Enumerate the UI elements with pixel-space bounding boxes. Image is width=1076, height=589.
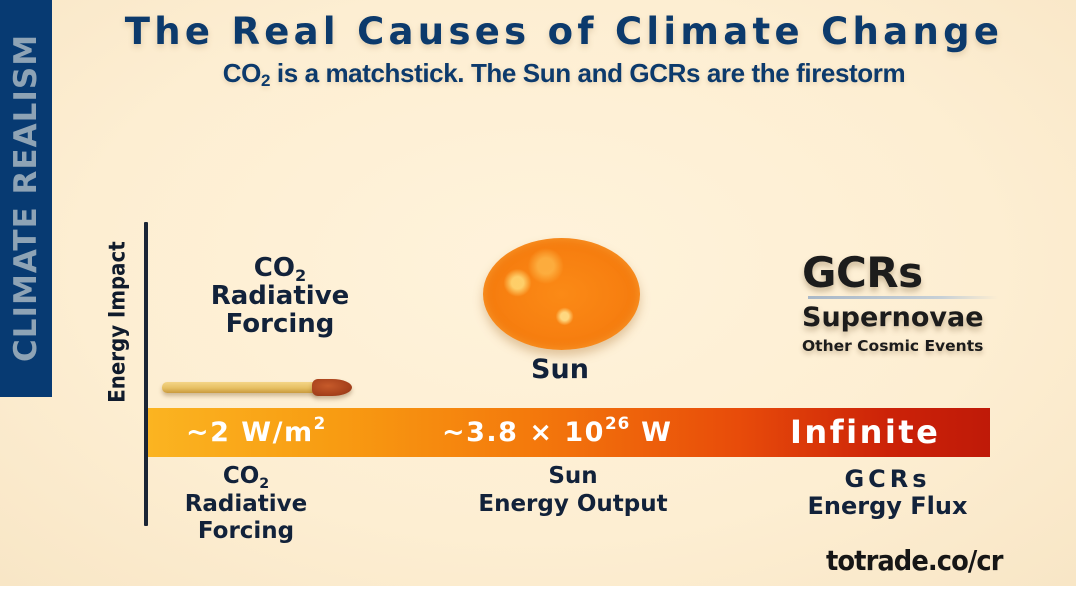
page-title: The Real Causes of Climate Change xyxy=(124,10,1004,53)
page-subtitle: CO2 is a matchstick. The Sun and GCRs ar… xyxy=(52,58,1076,89)
co2-upper-line3: Forcing xyxy=(225,309,335,340)
gcrs-title: GCRs xyxy=(802,248,923,297)
co2-upper-line2: Radiative xyxy=(210,281,350,312)
sun-energy-value: ~3.8 × 1026 W xyxy=(442,413,673,448)
sun-icon xyxy=(483,238,640,350)
sun-upper-label: Sun xyxy=(531,354,589,385)
co2-energy-value: ~2 W/m2 xyxy=(186,413,327,448)
subtitle-rest: is a matchstick. The Sun and GCRs are th… xyxy=(270,58,906,88)
co2-upper-label: CO2 Radiative Forcing xyxy=(180,254,380,338)
source-url: totrade.co/cr xyxy=(826,544,1003,577)
gcrs-other-events: Other Cosmic Events xyxy=(802,337,984,355)
subtitle-co: CO xyxy=(222,58,262,88)
co2-lower-label: CO2 Radiative Forcing xyxy=(146,463,346,546)
side-band-text: CLIMATE REALISM xyxy=(8,33,44,363)
sun-lower-line2: Energy Output xyxy=(478,490,668,517)
gcrs-supernovae: Supernovae xyxy=(802,302,984,333)
y-axis-label: Energy Impact xyxy=(105,241,131,403)
co2-lower-line3: Forcing xyxy=(197,518,295,545)
co2-lower-line2: Radiative xyxy=(184,490,308,517)
energy-bar xyxy=(148,408,990,457)
co2-upper-formula: CO2 xyxy=(253,253,307,285)
side-band: CLIMATE REALISM xyxy=(0,0,52,397)
bottom-edge xyxy=(0,586,1076,589)
gcrs-energy-value: Infinite xyxy=(790,413,941,451)
matchstick-head xyxy=(312,379,352,396)
matchstick-stick xyxy=(162,382,318,393)
gcrs-lower-line2: Energy Flux xyxy=(807,492,968,521)
sun-lower-line1: Sun xyxy=(548,463,598,489)
sun-lower-label: Sun Energy Output xyxy=(448,463,698,518)
gcrs-lower-label: GCRs Energy Flux xyxy=(770,465,1005,521)
y-axis-line xyxy=(144,222,148,526)
gcrs-lower-line1: GCRs xyxy=(844,465,931,493)
subtitle-subscript: 2 xyxy=(260,71,271,90)
co2-lower-formula: CO2 xyxy=(222,463,270,492)
gcrs-underline xyxy=(808,296,998,299)
matchstick-icon xyxy=(162,379,352,396)
